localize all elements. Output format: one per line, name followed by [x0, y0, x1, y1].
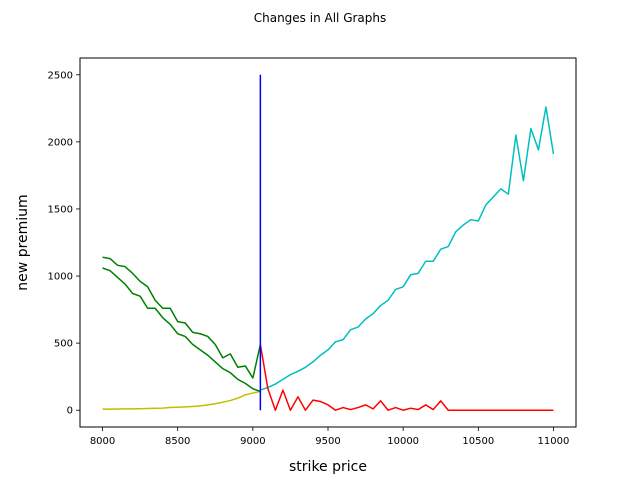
series-line-3 [102, 256, 262, 379]
x-tick-label: 9000 [240, 436, 265, 447]
series-line-1 [260, 106, 555, 391]
series-line-5 [259, 344, 554, 411]
series-line-2 [102, 390, 261, 410]
y-tick-label: 0 [67, 406, 73, 417]
series-line-4 [102, 267, 261, 393]
y-tick-label: 2500 [48, 70, 73, 81]
x-tick-label: 8000 [90, 436, 115, 447]
y-axis: 0 500 1000 1500 2000 2500 [48, 70, 80, 417]
y-tick-label: 1500 [48, 204, 73, 215]
x-axis-label: strike price [289, 459, 367, 475]
chart-title: Changes in All Graphs [254, 11, 387, 25]
x-tick-label: 8500 [165, 436, 190, 447]
plot-area [102, 74, 555, 411]
y-tick-label: 1000 [48, 272, 73, 283]
x-tick-label: 11000 [538, 436, 570, 447]
y-tick-label: 500 [54, 339, 73, 350]
x-tick-label: 10500 [462, 436, 494, 447]
y-axis-label: new premium [15, 194, 31, 290]
x-tick-label: 9500 [315, 436, 340, 447]
x-tick-label: 10000 [387, 436, 419, 447]
x-axis: 8000 8500 9000 9500 10000 10500 11000 [90, 427, 570, 447]
y-tick-label: 2000 [48, 137, 73, 148]
